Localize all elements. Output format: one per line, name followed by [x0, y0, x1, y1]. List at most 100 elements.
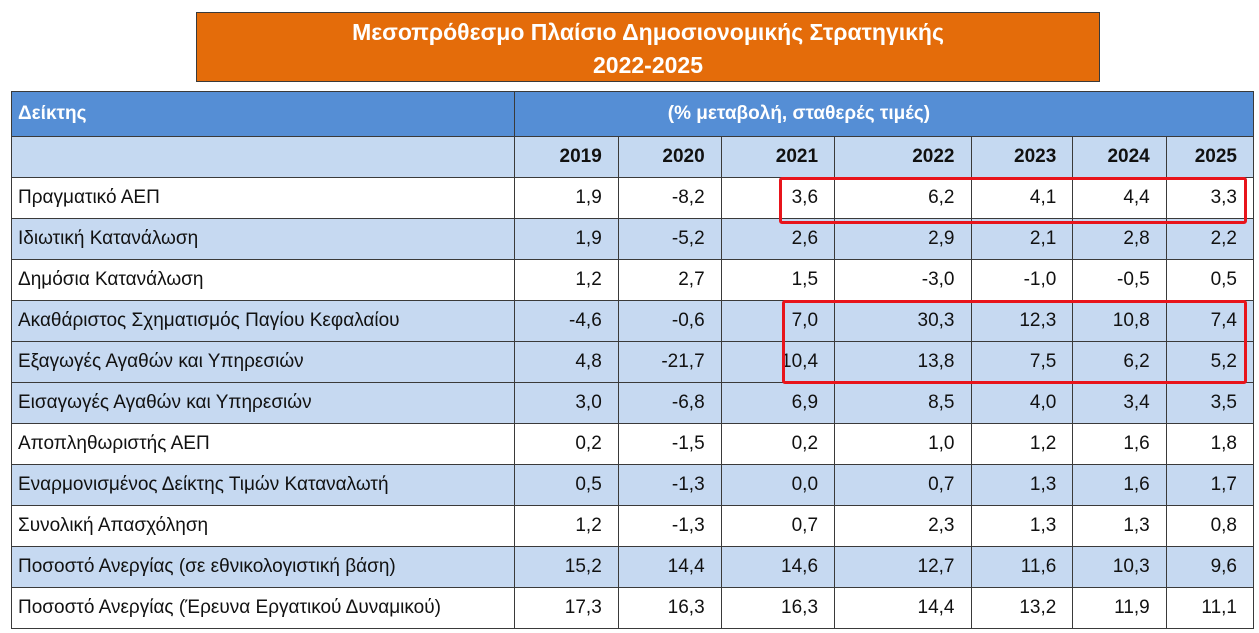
- value-cell: 7,4: [1165, 300, 1255, 342]
- table-row: Εισαγωγές Αγαθών και Υπηρεσιών 3,0 -6,8 6,9…: [11, 382, 1255, 424]
- value-cell: 1,7: [1165, 464, 1255, 506]
- value-cell: 1,2: [513, 259, 619, 301]
- value-cell: -1,3: [617, 464, 722, 506]
- table-row: Ποσοστό Ανεργίας (σε εθνικολογιστική βάσ…: [11, 546, 1255, 588]
- indicators-table: Δείκτης (% μεταβολή, σταθερές τιμές) 201…: [11, 91, 1255, 629]
- value-cell: 11,1: [1165, 587, 1255, 629]
- row-label: Εισαγωγές Αγαθών και Υπηρεσιών: [11, 382, 515, 424]
- table-row: Ακαθάριστος Σχηματισμός Παγίου Κεφαλαίου…: [11, 300, 1255, 342]
- year-header: 2025: [1165, 136, 1255, 178]
- row-label: Εξαγωγές Αγαθών και Υπηρεσιών: [11, 341, 515, 383]
- value-cell: 2,1: [970, 218, 1074, 260]
- year-header: 2023: [970, 136, 1074, 178]
- value-cell: 11,9: [1072, 587, 1167, 629]
- row-label: Ποσοστό Ανεργίας (Έρευνα Εργατικού Δυναμ…: [11, 587, 515, 629]
- value-cell: 4,1: [970, 177, 1074, 219]
- value-cell: -1,5: [617, 423, 722, 465]
- value-cell: -8,2: [617, 177, 722, 219]
- value-cell: 14,4: [834, 587, 972, 629]
- value-cell: 2,3: [834, 505, 972, 547]
- value-cell: 0,7: [720, 505, 836, 547]
- value-cell: 1,2: [970, 423, 1074, 465]
- value-cell: 4,0: [970, 382, 1074, 424]
- value-cell: 0,8: [1165, 505, 1255, 547]
- value-cell: 9,6: [1165, 546, 1255, 588]
- value-cell: 3,3: [1165, 177, 1255, 219]
- table-row: Εξαγωγές Αγαθών και Υπηρεσιών 4,8 -21,7 10,…: [11, 341, 1255, 383]
- value-cell: 30,3: [834, 300, 972, 342]
- value-cell: 2,6: [720, 218, 836, 260]
- value-cell: -5,2: [617, 218, 722, 260]
- value-cell: 0,0: [720, 464, 836, 506]
- value-cell: 12,7: [834, 546, 972, 588]
- value-cell: 3,0: [513, 382, 619, 424]
- table-row: Ιδιωτική Κατανάλωση 1,9 -5,2 2,6 2,9 2,1 2,8 2,…: [11, 218, 1255, 260]
- table-row: Συνολική Απασχόληση 1,2 -1,3 0,7 2,3 1,3 1,3 0,…: [11, 505, 1255, 547]
- value-cell: 3,6: [720, 177, 836, 219]
- value-cell: 1,8: [1165, 423, 1255, 465]
- value-cell: 1,2: [513, 505, 619, 547]
- years-header-row: 2019 2020 2021 2022 2023 2024 2025: [11, 136, 1255, 178]
- value-cell: 17,3: [513, 587, 619, 629]
- header-label: Δείκτης: [11, 91, 515, 137]
- value-cell: -6,8: [617, 382, 722, 424]
- value-cell: 2,2: [1165, 218, 1255, 260]
- report-title: Μεσοπρόθεσμο Πλαίσιο Δημοσιονομικής Στρα…: [196, 12, 1100, 82]
- value-cell: 14,4: [617, 546, 722, 588]
- value-cell: 1,9: [513, 177, 619, 219]
- value-cell: 14,6: [720, 546, 836, 588]
- year-header: 2022: [834, 136, 972, 178]
- years-header-blank: [11, 136, 515, 178]
- value-cell: 4,4: [1072, 177, 1167, 219]
- value-cell: -0,6: [617, 300, 722, 342]
- year-header: 2021: [720, 136, 836, 178]
- value-cell: 3,5: [1165, 382, 1255, 424]
- table-header-row: Δείκτης (% μεταβολή, σταθερές τιμές): [11, 91, 1255, 137]
- value-cell: 3,4: [1072, 382, 1167, 424]
- value-cell: -1,3: [617, 505, 722, 547]
- value-cell: -3,0: [834, 259, 972, 301]
- value-cell: 11,6: [970, 546, 1074, 588]
- value-cell: 0,5: [513, 464, 619, 506]
- table-row: Ποσοστό Ανεργίας (Έρευνα Εργατικού Δυναμ…: [11, 587, 1255, 629]
- value-cell: 5,2: [1165, 341, 1255, 383]
- value-cell: 13,8: [834, 341, 972, 383]
- value-cell: 13,2: [970, 587, 1074, 629]
- year-header: 2024: [1072, 136, 1167, 178]
- value-cell: 7,5: [970, 341, 1074, 383]
- value-cell: 2,9: [834, 218, 972, 260]
- value-cell: 1,6: [1072, 423, 1167, 465]
- year-header: 2020: [617, 136, 722, 178]
- value-cell: 1,0: [834, 423, 972, 465]
- value-cell: 0,2: [720, 423, 836, 465]
- value-cell: 2,7: [617, 259, 722, 301]
- value-cell: -4,6: [513, 300, 619, 342]
- value-cell: 6,9: [720, 382, 836, 424]
- value-cell: 16,3: [720, 587, 836, 629]
- value-cell: 12,3: [970, 300, 1074, 342]
- value-cell: 1,6: [1072, 464, 1167, 506]
- value-cell: 10,3: [1072, 546, 1167, 588]
- row-label: Αποπληθωριστής ΑΕΠ: [11, 423, 515, 465]
- value-cell: 10,4: [720, 341, 836, 383]
- value-cell: 0,7: [834, 464, 972, 506]
- row-label: Δημόσια Κατανάλωση: [11, 259, 515, 301]
- value-cell: 16,3: [617, 587, 722, 629]
- row-label: Εναρμονισμένος Δείκτης Τιμών Καταναλωτή: [11, 464, 515, 506]
- value-cell: 1,9: [513, 218, 619, 260]
- value-cell: 8,5: [834, 382, 972, 424]
- table-row: Αποπληθωριστής ΑΕΠ 0,2 -1,5 0,2 1,0 1,2 1,6 1,8: [11, 423, 1255, 465]
- value-cell: 1,3: [970, 464, 1074, 506]
- row-label: Ακαθάριστος Σχηματισμός Παγίου Κεφαλαίου: [11, 300, 515, 342]
- report-title-line2: 2022-2025: [593, 52, 703, 78]
- table-row: Δημόσια Κατανάλωση 1,2 2,7 1,5 -3,0 -1,0 -0,5 0…: [11, 259, 1255, 301]
- value-cell: 4,8: [513, 341, 619, 383]
- value-cell: -0,5: [1072, 259, 1167, 301]
- value-cell: 1,3: [1072, 505, 1167, 547]
- value-cell: 2,8: [1072, 218, 1167, 260]
- row-label: Πραγματικό ΑΕΠ: [11, 177, 515, 219]
- report-title-line1: Μεσοπρόθεσμο Πλαίσιο Δημοσιονομικής Στρα…: [352, 19, 944, 45]
- table-row: Πραγματικό ΑΕΠ 1,9 -8,2 3,6 6,2 4,1 4,4 3,3: [11, 177, 1255, 219]
- value-cell: 15,2: [513, 546, 619, 588]
- value-cell: 0,2: [513, 423, 619, 465]
